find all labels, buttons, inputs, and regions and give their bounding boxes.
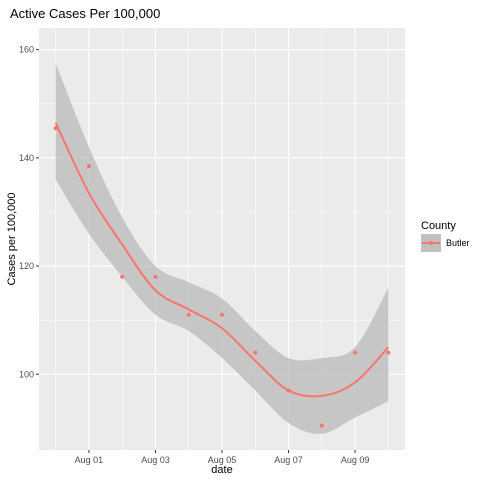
y-tick-label: 120 <box>19 261 34 271</box>
x-tick-label: Aug 01 <box>75 455 104 465</box>
y-tick-label: 100 <box>19 369 34 379</box>
y-tick-label: 140 <box>19 153 34 163</box>
data-points <box>53 126 391 428</box>
data-point <box>153 274 158 279</box>
chart-title: Active Cases Per 100,000 <box>10 6 160 21</box>
data-point <box>353 350 358 355</box>
legend-title: County <box>421 220 456 232</box>
data-point <box>253 350 258 355</box>
data-point <box>86 163 91 168</box>
legend-label-butler: Butler <box>446 238 470 248</box>
x-axis-title: date <box>211 464 232 476</box>
data-point <box>386 350 391 355</box>
x-tick-label: Aug 07 <box>274 455 303 465</box>
confidence-ribbon <box>55 63 389 434</box>
data-point <box>220 312 224 317</box>
data-point <box>120 274 125 279</box>
x-axis: Aug 01 Aug 03 Aug 05 Aug 07 Aug 09 <box>75 450 370 465</box>
y-tick-label: 160 <box>19 45 34 55</box>
legend: County Butler <box>421 220 470 252</box>
y-axis: 100 120 140 160 <box>19 45 39 379</box>
data-point <box>186 312 191 317</box>
smooth-line <box>54 122 390 398</box>
x-tick-label: Aug 05 <box>208 455 237 465</box>
legend-key-point <box>429 241 433 245</box>
x-tick-label: Aug 03 <box>141 455 170 465</box>
x-tick-label: Aug 09 <box>341 455 370 465</box>
data-point <box>286 388 291 393</box>
y-axis-title: Cases per 100,000 <box>6 193 18 286</box>
data-point <box>319 423 324 428</box>
data-point <box>53 126 58 131</box>
